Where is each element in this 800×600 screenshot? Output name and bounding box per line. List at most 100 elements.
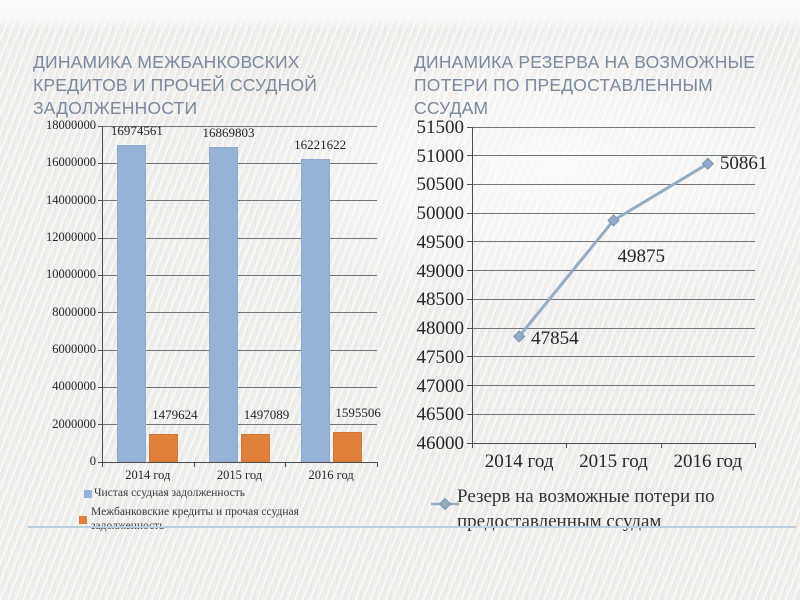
right-chart-title: ДИНАМИКА РЕЗЕРВА НА ВОЗМОЖНЫЕ ПОТЕРИ ПО …: [414, 52, 756, 118]
x-axis-tick: [193, 462, 195, 467]
y-axis-label: 47000: [416, 375, 465, 397]
bar-interbank: [241, 434, 270, 462]
y-axis-label: 48000: [416, 318, 465, 340]
y-axis-label: 51500: [416, 117, 465, 138]
data-point-label: 50861: [719, 152, 768, 174]
x-axis-label: 2015 год: [579, 451, 648, 472]
x-axis-label: 2015 год: [216, 468, 263, 482]
legend-swatch-net-loans: [84, 490, 92, 498]
bar-value-label: 1595506: [335, 405, 381, 421]
y-gridline: [102, 349, 377, 351]
y-axis-label: 16000000: [46, 155, 96, 170]
bar-net-loans: [117, 145, 147, 462]
y-axis-tick: [98, 200, 102, 202]
left-chart-title: ДИНАМИКА МЕЖБАНКОВСКИХ КРЕДИТОВ И ПРОЧЕЙ…: [33, 52, 318, 118]
y-gridline: [472, 155, 755, 157]
y-axis-tick: [467, 155, 472, 157]
y-axis-label: 47500: [416, 346, 465, 368]
y-gridline: [472, 298, 755, 300]
y-axis-tick: [467, 241, 472, 243]
y-axis-label: 46500: [416, 404, 465, 426]
y-gridline: [472, 356, 755, 358]
y-axis-tick: [467, 126, 472, 128]
y-axis-label: 50500: [416, 174, 465, 196]
bar-interbank: [332, 432, 362, 462]
y-axis-label: 14000000: [46, 192, 96, 207]
y-axis-tick: [98, 461, 102, 463]
y-axis-tick: [467, 356, 472, 358]
y-axis-tick: [467, 183, 472, 185]
y-axis-label: 0: [89, 454, 96, 468]
y-axis-tick: [467, 385, 472, 387]
y-axis-label: 46000: [416, 433, 465, 454]
y-gridline: [102, 386, 377, 388]
data-point-marker: [701, 157, 715, 170]
y-axis-label: 6000000: [52, 342, 96, 356]
y-gridline: [472, 183, 755, 185]
y-gridline: [472, 413, 755, 415]
y-axis-label: 49000: [416, 260, 465, 282]
x-axis-tick: [755, 443, 756, 448]
y-gridline: [472, 270, 755, 272]
x-axis-line: [102, 461, 377, 463]
x-axis-tick: [285, 462, 287, 467]
y-axis-tick: [467, 413, 472, 415]
y-gridline: [472, 126, 755, 128]
divider-line: [28, 526, 796, 528]
y-axis-line: [472, 127, 473, 443]
bar-value-label: 1479624: [152, 407, 198, 423]
y-axis-line: [102, 126, 103, 462]
y-axis-tick: [467, 327, 472, 329]
y-axis-label: 49500: [416, 231, 465, 253]
bar-value-label: 16221622: [294, 137, 347, 153]
y-axis-tick: [98, 424, 102, 426]
data-point-marker: [512, 330, 526, 343]
x-axis-line: [472, 442, 755, 444]
y-axis-label: 4000000: [52, 379, 96, 394]
bar-value-label: 1497089: [243, 407, 290, 423]
bar-interbank: [149, 434, 179, 462]
data-point-label: 49875: [617, 246, 666, 268]
x-axis-label: 2016 год: [673, 451, 743, 472]
y-gridline: [472, 212, 755, 214]
y-gridline: [102, 424, 377, 426]
y-axis-tick: [98, 312, 102, 314]
y-axis-tick: [98, 274, 102, 276]
y-gridline: [472, 327, 755, 329]
x-axis-tick: [566, 443, 568, 448]
bar-net-loans: [209, 147, 238, 462]
data-point-marker: [607, 214, 620, 227]
top-band: [0, 0, 800, 30]
y-axis-label: 12000000: [46, 230, 96, 244]
legend-line-marker-icon: [431, 497, 459, 511]
bar-net-loans: [300, 159, 330, 462]
bar-value-label: 16974561: [110, 123, 163, 139]
y-gridline: [472, 241, 755, 243]
x-axis-tick: [660, 443, 662, 448]
y-gridline: [102, 237, 377, 239]
y-axis-tick: [98, 386, 102, 388]
y-gridline: [102, 312, 377, 314]
legend-label-interbank: Межбанковские кредиты и прочая ссудная з…: [91, 506, 299, 532]
y-axis-tick: [467, 212, 472, 214]
y-axis-tick: [98, 125, 102, 127]
y-axis-label: 18000000: [46, 118, 96, 132]
bar-value-label: 16869803: [202, 125, 255, 141]
y-axis-tick: [98, 237, 102, 239]
y-axis-tick: [467, 270, 472, 272]
y-axis-label: 51000: [416, 145, 465, 167]
y-gridline: [102, 125, 377, 127]
x-axis-label: 2014 год: [125, 468, 171, 482]
x-axis-tick: [377, 462, 378, 467]
x-axis-label: 2016 год: [308, 468, 354, 482]
x-axis-tick: [472, 443, 473, 448]
y-gridline: [472, 385, 755, 387]
y-axis-tick: [467, 442, 472, 444]
y-axis-tick: [98, 349, 102, 351]
data-point-label: 47854: [531, 328, 579, 350]
y-axis-label: 2000000: [52, 416, 96, 431]
